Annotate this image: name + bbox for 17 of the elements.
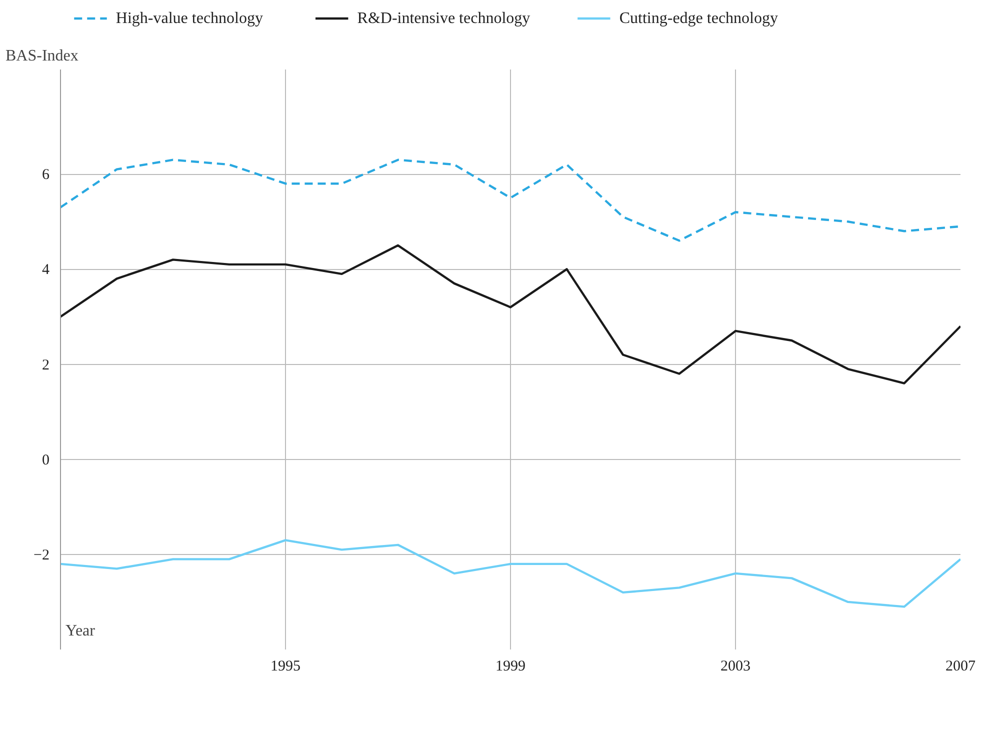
y-tick-label: 0 — [42, 452, 50, 468]
x-axis-title: Year — [66, 622, 96, 640]
line-series — [60, 244, 960, 384]
y-axis-title: BAS-Index — [6, 48, 78, 64]
line-series — [60, 539, 960, 608]
legend-label: R&D-intensive technology — [357, 10, 530, 27]
x-tick-label: 1995 — [270, 658, 300, 674]
y-tick-label: 4 — [42, 262, 50, 278]
y-tick-label: 2 — [42, 357, 50, 374]
x-tick-label: 2007 — [946, 658, 976, 674]
line-series — [60, 158, 960, 242]
y-tick-label: −2 — [34, 547, 50, 564]
legend-label: Cutting-edge technology — [619, 10, 778, 27]
y-tick-label: 6 — [42, 167, 50, 184]
x-tick-label: 2003 — [720, 658, 750, 674]
legend-label: High-value technology — [116, 10, 264, 27]
x-tick-label: 1999 — [496, 658, 526, 674]
